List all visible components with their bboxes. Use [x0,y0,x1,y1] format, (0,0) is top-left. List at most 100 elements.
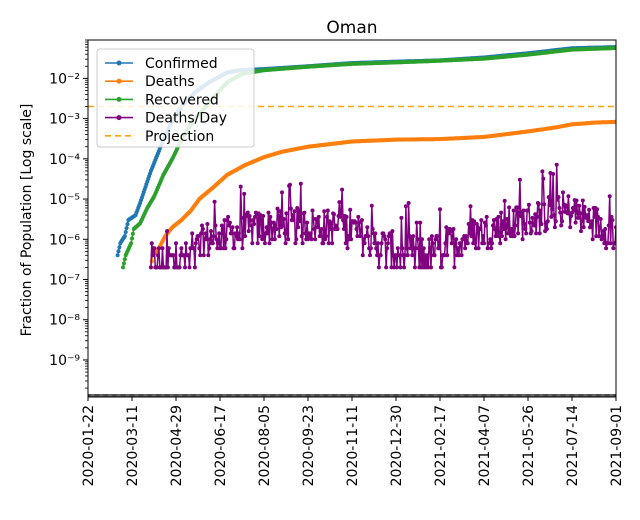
data-point [177,265,182,270]
data-point [130,231,135,236]
data-point [611,246,616,251]
data-point [283,241,288,246]
data-point [492,227,497,231]
data-point [516,231,521,236]
data-point [485,246,490,251]
data-point [238,184,243,189]
data-point [343,241,348,246]
data-point [293,241,298,246]
data-point [595,207,600,212]
data-point [358,234,363,239]
legend-label: Projection [145,129,214,145]
y-tick-label: 10⁻⁷ [49,273,80,289]
data-point [400,246,405,251]
data-point [526,202,531,207]
data-point [205,222,210,226]
data-point [211,234,216,239]
data-point [589,219,594,224]
data-point [264,225,269,230]
legend: Confirmed Deaths Recovered Deaths/Day Projec… [96,48,255,148]
legend-item: Projection [105,129,214,145]
data-point [473,241,477,246]
x-tick-label: 2020-09-23 [301,405,317,486]
data-point [521,208,526,213]
y-tick-label: 10⁻⁶ [49,232,80,248]
data-point [560,219,565,224]
data-point [429,234,434,239]
y-axis-label: Fraction of Population [Log scale] [19,104,35,337]
data-point [267,241,272,246]
data-point [474,222,479,226]
data-point [395,246,400,251]
y-tick-label: 10⁻² [49,71,80,87]
data-point [604,246,609,251]
data-point [196,234,201,239]
data-point [152,246,157,251]
data-point [236,231,241,236]
data-point [568,225,573,230]
data-point [532,223,537,228]
axes: 10⁻⁹ 10⁻⁸ 10⁻⁷ 10⁻⁶ 10⁻⁵ 10⁻⁴ 10⁻³ 10⁻² 2020-01-… [49,39,625,486]
legend-label: Confirmed [145,56,218,72]
data-point [412,265,417,270]
data-point [246,229,251,234]
data-point [124,226,129,231]
data-point [502,198,507,203]
data-point [252,222,257,226]
data-point [232,246,237,251]
data-point [503,237,508,242]
data-point [573,220,578,225]
data-point [385,246,389,251]
data-point [296,225,301,230]
data-point [476,246,481,251]
data-point [437,246,442,251]
data-point [383,237,388,242]
data-point [544,227,549,231]
data-point [116,249,121,254]
data-point [372,241,377,246]
data-point [448,229,453,234]
data-point [346,234,351,239]
data-point [551,172,556,176]
data-point [610,218,615,223]
data-point [359,229,363,234]
data-point [122,257,127,262]
data-point [305,220,310,225]
data-point [129,241,134,246]
data-point [194,237,199,242]
data-point [313,237,318,242]
data-point [581,225,586,230]
data-point [499,210,504,215]
data-point [122,234,127,239]
data-point [288,182,292,187]
data-point [332,212,336,217]
data-point [201,253,206,258]
data-point [348,207,353,212]
data-point [266,210,271,215]
data-point [290,213,295,218]
data-point [416,246,421,251]
data-point [368,253,372,258]
data-point [362,241,367,246]
data-point [421,246,426,251]
data-point [321,241,326,246]
data-point [192,246,196,251]
legend-marker [116,78,122,84]
data-point [596,234,601,239]
data-point [512,234,517,239]
data-point [328,227,333,231]
data-point [405,253,410,258]
data-point [257,234,262,239]
data-point [384,265,389,270]
data-point [410,253,415,258]
data-point [458,241,463,246]
data-point [498,241,503,246]
legend-label: Deaths [145,74,195,90]
data-point [606,223,611,228]
data-point [517,177,522,182]
data-point [420,237,424,242]
data-point [411,234,416,239]
data-point [366,234,371,239]
data-point [274,227,279,231]
data-point [360,253,365,258]
